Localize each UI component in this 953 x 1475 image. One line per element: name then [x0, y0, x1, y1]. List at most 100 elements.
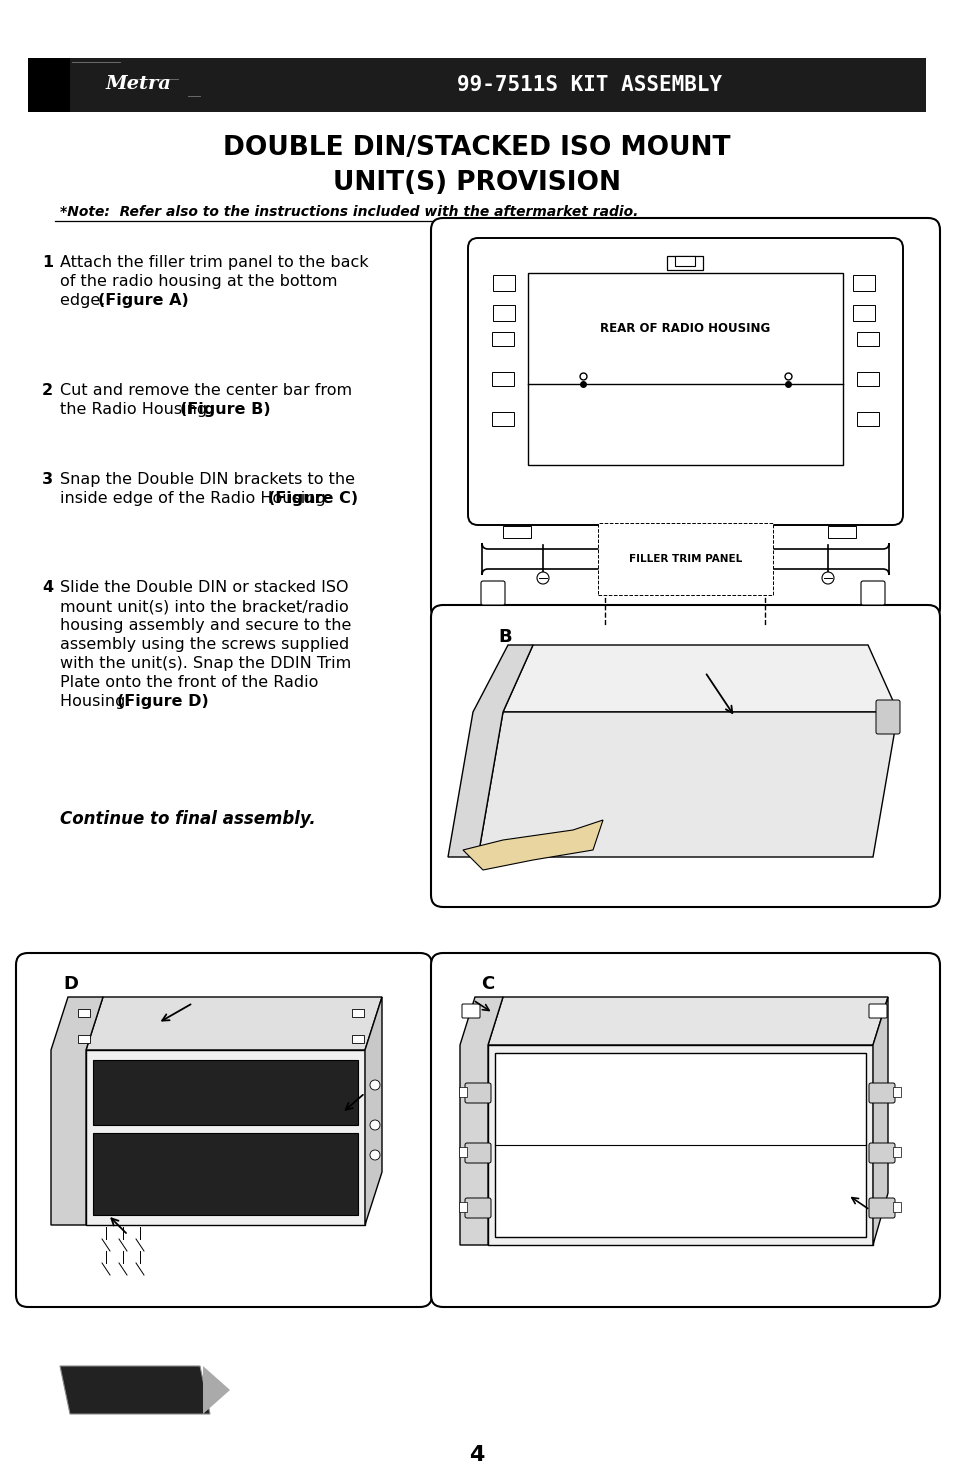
Polygon shape	[86, 997, 381, 1050]
Bar	[458, 1087, 467, 1097]
Text: Continue to final assembly.: Continue to final assembly.	[60, 810, 315, 827]
FancyBboxPatch shape	[868, 1083, 894, 1103]
Bar	[493, 305, 515, 322]
Text: UNIT(S) PROVISION: UNIT(S) PROVISION	[333, 170, 620, 196]
Text: Attach the filler trim panel to the back: Attach the filler trim panel to the back	[60, 255, 368, 270]
Polygon shape	[872, 997, 887, 1245]
FancyBboxPatch shape	[480, 581, 504, 605]
Bar	[493, 274, 515, 291]
Polygon shape	[86, 1050, 365, 1226]
Text: (Figure C): (Figure C)	[268, 491, 357, 506]
Bar	[856, 372, 878, 386]
FancyBboxPatch shape	[868, 1004, 886, 1018]
Bar	[856, 332, 878, 347]
FancyBboxPatch shape	[431, 218, 939, 620]
Text: with the unit(s). Snap the DDIN Trim: with the unit(s). Snap the DDIN Trim	[60, 656, 351, 671]
Text: 2: 2	[42, 384, 53, 398]
Text: (Figure A): (Figure A)	[98, 294, 189, 308]
Bar	[78, 1035, 90, 1043]
Bar	[502, 527, 531, 538]
Text: 4: 4	[42, 580, 53, 594]
Circle shape	[370, 1120, 379, 1130]
Bar	[352, 1009, 364, 1016]
FancyBboxPatch shape	[481, 543, 888, 575]
Text: housing assembly and secure to the: housing assembly and secure to the	[60, 618, 351, 633]
Text: FILLER TRIM PANEL: FILLER TRIM PANEL	[628, 555, 741, 563]
Text: C: C	[480, 975, 494, 993]
FancyBboxPatch shape	[468, 237, 902, 525]
Text: REAR OF RADIO HOUSING: REAR OF RADIO HOUSING	[599, 322, 770, 335]
Polygon shape	[462, 820, 602, 870]
Polygon shape	[488, 997, 887, 1044]
Bar	[488, 1044, 872, 1245]
FancyBboxPatch shape	[868, 1143, 894, 1162]
Text: edge.: edge.	[60, 294, 111, 308]
Text: Metra: Metra	[105, 75, 171, 93]
FancyBboxPatch shape	[868, 1198, 894, 1218]
Bar	[352, 1035, 364, 1043]
Text: *Note:  Refer also to the instructions included with the aftermarket radio.: *Note: Refer also to the instructions in…	[60, 205, 638, 218]
Text: B: B	[497, 628, 511, 646]
Polygon shape	[60, 1366, 210, 1415]
FancyBboxPatch shape	[464, 1083, 491, 1103]
Text: assembly using the screws supplied: assembly using the screws supplied	[60, 637, 349, 652]
Bar	[78, 1009, 90, 1016]
Text: Housing.: Housing.	[60, 695, 135, 709]
Circle shape	[821, 572, 833, 584]
Bar	[892, 1148, 900, 1156]
Circle shape	[370, 1150, 379, 1159]
Bar	[675, 257, 695, 266]
FancyBboxPatch shape	[431, 953, 939, 1307]
Text: D: D	[63, 975, 78, 993]
Bar	[527, 273, 842, 465]
Bar	[92, 1133, 357, 1215]
Bar	[852, 274, 874, 291]
Text: DOUBLE DIN/STACKED ISO MOUNT: DOUBLE DIN/STACKED ISO MOUNT	[223, 136, 730, 161]
Bar	[92, 1061, 357, 1125]
Circle shape	[370, 1080, 379, 1090]
Text: 1: 1	[42, 255, 53, 270]
Text: mount unit(s) into the bracket/radio: mount unit(s) into the bracket/radio	[60, 599, 349, 614]
Bar	[492, 412, 514, 426]
Polygon shape	[459, 997, 502, 1245]
Polygon shape	[448, 645, 533, 857]
FancyBboxPatch shape	[875, 701, 899, 735]
FancyBboxPatch shape	[461, 1004, 479, 1018]
Bar	[667, 257, 702, 270]
Polygon shape	[203, 1366, 230, 1415]
Polygon shape	[365, 997, 381, 1226]
Bar	[458, 1148, 467, 1156]
FancyBboxPatch shape	[464, 1143, 491, 1162]
Bar	[856, 412, 878, 426]
Bar	[492, 372, 514, 386]
Text: Cut and remove the center bar from: Cut and remove the center bar from	[60, 384, 352, 398]
FancyBboxPatch shape	[861, 581, 884, 605]
Circle shape	[537, 572, 548, 584]
Bar	[28, 58, 70, 112]
Text: 4: 4	[469, 1446, 484, 1465]
Text: (Figure B): (Figure B)	[179, 403, 270, 417]
Text: Slide the Double DIN or stacked ISO: Slide the Double DIN or stacked ISO	[60, 580, 348, 594]
FancyBboxPatch shape	[431, 605, 939, 907]
FancyBboxPatch shape	[16, 953, 432, 1307]
Text: Plate onto the front of the Radio: Plate onto the front of the Radio	[60, 676, 318, 690]
Text: inside edge of the Radio Housing.: inside edge of the Radio Housing.	[60, 491, 331, 506]
Bar	[28, 58, 925, 112]
FancyBboxPatch shape	[464, 1198, 491, 1218]
Text: A: A	[497, 240, 512, 258]
Bar	[495, 1053, 865, 1238]
Polygon shape	[502, 645, 897, 712]
Polygon shape	[477, 712, 897, 857]
Text: the Radio Housing.: the Radio Housing.	[60, 403, 217, 417]
Text: 99-7511S KIT ASSEMBLY: 99-7511S KIT ASSEMBLY	[456, 75, 721, 94]
Text: 3: 3	[42, 472, 53, 487]
Polygon shape	[51, 997, 103, 1226]
Bar	[892, 1202, 900, 1212]
Bar	[492, 332, 514, 347]
Bar	[659, 527, 687, 538]
Bar	[827, 527, 855, 538]
Text: Snap the Double DIN brackets to the: Snap the Double DIN brackets to the	[60, 472, 355, 487]
Bar	[458, 1202, 467, 1212]
Bar	[892, 1087, 900, 1097]
Text: of the radio housing at the bottom: of the radio housing at the bottom	[60, 274, 337, 289]
